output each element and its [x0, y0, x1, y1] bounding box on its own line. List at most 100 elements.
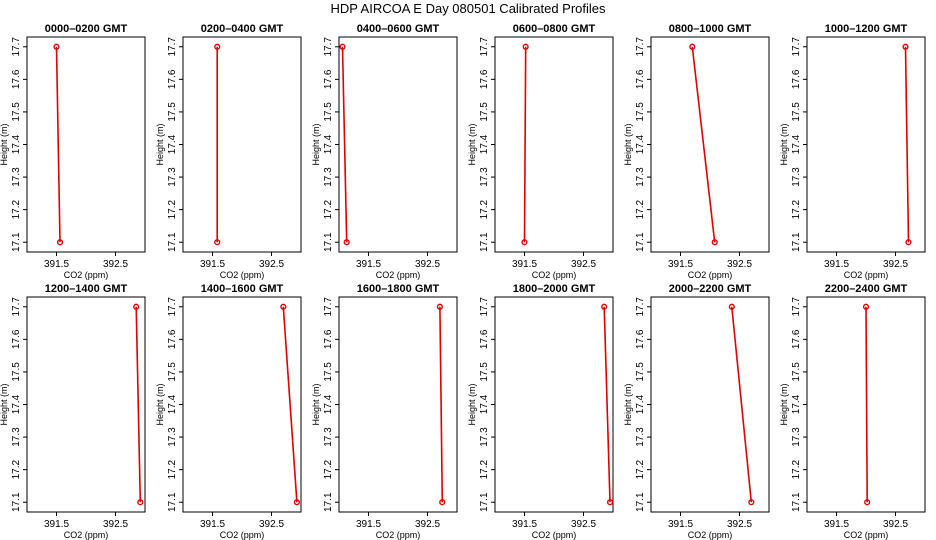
- x-tick-label: 391.5: [824, 259, 849, 270]
- y-tick-label: 17.4: [791, 134, 802, 154]
- data-point: [56, 239, 64, 246]
- data-point: [53, 43, 60, 50]
- y-tick-label: 17.6: [323, 69, 334, 89]
- y-tick-label: 17.2: [791, 459, 802, 479]
- data-point: [521, 239, 528, 246]
- y-tick-label: 17.1: [635, 492, 646, 512]
- y-tick-label: 17.2: [323, 199, 334, 219]
- y-tick-label: 17.2: [167, 199, 178, 219]
- y-tick-label: 17.5: [11, 362, 22, 382]
- x-axis-label: CO2 (ppm): [64, 270, 109, 280]
- x-axis-label: CO2 (ppm): [376, 530, 421, 540]
- profile-line: [691, 46, 716, 243]
- data-point: [689, 43, 696, 50]
- profile-line: [439, 306, 444, 503]
- profile-panel: 0200–0400 GMT 391.5 392.5 17.1 17.2 17.3 17.4 1…: [155, 23, 302, 280]
- x-tick-label: 391.5: [824, 519, 849, 530]
- x-tick-label: 391.5: [200, 259, 225, 270]
- panel-title: 0800–1000 GMT: [669, 23, 752, 35]
- y-tick-label: 17.5: [167, 102, 178, 122]
- profile-line: [282, 306, 298, 503]
- profile-panel: 0800–1000 GMT 391.5 392.5 17.1 17.2 17.3 17.4 1…: [623, 23, 770, 280]
- profile-panel: 2000–2200 GMT 391.5 392.5 17.1 17.2 17.3 17.4 1…: [623, 283, 770, 540]
- y-axis-label: Height (m): [155, 123, 165, 165]
- panel-title: 0600–0800 GMT: [513, 23, 596, 35]
- y-tick-label: 17.1: [167, 232, 178, 252]
- y-tick-label: 17.6: [791, 329, 802, 349]
- y-tick-label: 17.6: [323, 329, 334, 349]
- y-tick-label: 17.1: [167, 492, 178, 512]
- y-tick-label: 17.4: [11, 134, 22, 154]
- x-tick-label: 391.5: [512, 259, 537, 270]
- panel-title: 0400–0600 GMT: [357, 23, 440, 35]
- panel-title: 1000–1200 GMT: [825, 23, 908, 35]
- y-tick-label: 17.4: [323, 134, 334, 154]
- x-tick-label: 391.5: [356, 259, 381, 270]
- data-point: [436, 303, 443, 310]
- data-point: [280, 303, 287, 310]
- y-axis-label: Height (m): [779, 383, 789, 425]
- y-tick-label: 17.5: [635, 102, 646, 122]
- y-tick-label: 17.3: [323, 427, 334, 447]
- plot-frame: [494, 36, 614, 253]
- x-tick-label: 391.5: [44, 259, 69, 270]
- x-tick-label: 392.5: [883, 259, 908, 270]
- y-tick-label: 17.2: [11, 459, 22, 479]
- y-tick-label: 17.7: [791, 297, 802, 317]
- plot-frame: [338, 296, 458, 513]
- y-axis-label: Height (m): [623, 123, 633, 165]
- y-tick-label: 17.3: [167, 427, 178, 447]
- y-tick-label: 17.2: [791, 199, 802, 219]
- y-tick-label: 17.7: [167, 37, 178, 57]
- y-tick-label: 17.5: [791, 362, 802, 382]
- panel-title: 1800–2000 GMT: [513, 283, 596, 295]
- profile-line: [865, 306, 868, 503]
- x-axis-label: CO2 (ppm): [376, 270, 421, 280]
- y-tick-label: 17.2: [479, 199, 490, 219]
- data-point: [864, 499, 871, 506]
- profile-line: [341, 46, 348, 243]
- y-axis-label: Height (m): [623, 383, 633, 425]
- y-tick-label: 17.7: [791, 37, 802, 57]
- profile-line: [603, 306, 611, 503]
- y-tick-label: 17.7: [479, 37, 490, 57]
- y-tick-label: 17.4: [479, 394, 490, 414]
- y-axis-label: Height (m): [155, 383, 165, 425]
- y-tick-label: 17.3: [479, 167, 490, 187]
- y-tick-label: 17.4: [479, 134, 490, 154]
- data-point: [137, 499, 144, 506]
- data-point: [343, 239, 350, 246]
- y-tick-label: 17.6: [791, 69, 802, 89]
- x-tick-label: 391.5: [44, 519, 69, 530]
- y-tick-label: 17.2: [635, 199, 646, 219]
- y-tick-label: 17.4: [791, 394, 802, 414]
- panel-title: 0200–0400 GMT: [201, 23, 284, 35]
- x-tick-label: 391.5: [356, 519, 381, 530]
- x-tick-label: 392.5: [727, 259, 752, 270]
- plot-frame: [650, 296, 770, 513]
- y-tick-label: 17.5: [791, 102, 802, 122]
- y-tick-label: 17.6: [167, 69, 178, 89]
- y-tick-label: 17.6: [167, 329, 178, 349]
- y-tick-label: 17.2: [635, 459, 646, 479]
- y-tick-label: 17.3: [635, 167, 646, 187]
- y-tick-label: 17.5: [323, 102, 334, 122]
- x-tick-label: 392.5: [415, 259, 440, 270]
- x-tick-label: 391.5: [200, 519, 225, 530]
- profile-line: [904, 46, 910, 243]
- profile-panel: 0600–0800 GMT 391.5 392.5 17.1 17.2 17.3 17.4 1…: [467, 23, 614, 280]
- y-tick-label: 17.4: [11, 394, 22, 414]
- y-axis-label: Height (m): [779, 123, 789, 165]
- y-tick-label: 17.7: [323, 37, 334, 57]
- x-tick-label: 392.5: [571, 259, 596, 270]
- profile-panel: 0000–0200 GMT 391.5 392.5 17.1 17.2 17.3 17.4 1…: [0, 23, 146, 280]
- y-tick-label: 17.1: [479, 232, 490, 252]
- y-tick-label: 17.4: [167, 134, 178, 154]
- y-tick-label: 17.7: [167, 297, 178, 317]
- y-tick-label: 17.4: [167, 394, 178, 414]
- y-tick-label: 17.7: [635, 37, 646, 57]
- y-tick-label: 17.5: [635, 362, 646, 382]
- y-tick-label: 17.3: [167, 167, 178, 187]
